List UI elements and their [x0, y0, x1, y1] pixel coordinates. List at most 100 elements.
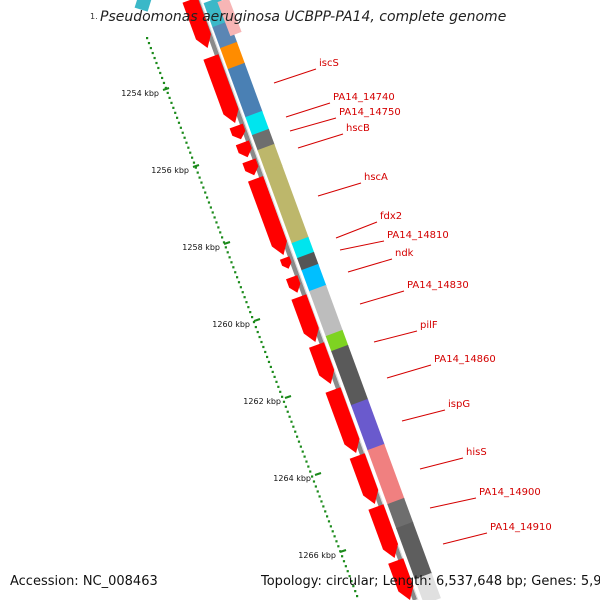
scale-dot	[279, 390, 282, 393]
scale-tick	[192, 164, 200, 168]
gene-label: PA14_14900	[479, 487, 541, 498]
scale-dot	[348, 575, 351, 578]
scale-dot	[296, 435, 299, 438]
scale-dot	[151, 51, 154, 55]
scale-dot	[258, 335, 261, 339]
scale-dot	[237, 281, 241, 284]
scale-dot	[159, 71, 162, 75]
scale-dot	[352, 585, 355, 588]
scale-dot	[252, 320, 256, 324]
gene-label: PA14_14750	[339, 107, 401, 118]
scale-dot	[290, 420, 293, 423]
scale-dot	[166, 91, 169, 95]
scale-dot	[307, 465, 310, 468]
scale-dot	[221, 236, 224, 239]
scale-dot	[281, 395, 284, 398]
scale-label: 1258 kbp	[182, 243, 220, 252]
scale-dot	[209, 206, 212, 209]
scale-dot	[147, 41, 151, 45]
cog-segment	[367, 443, 405, 506]
scale-dot	[239, 286, 242, 289]
scale-dot	[168, 96, 171, 99]
scale-dot	[350, 580, 353, 583]
scale-dot	[312, 480, 316, 483]
scale-dot	[299, 445, 302, 448]
gene-label: PA14_14910	[490, 522, 552, 533]
scale-dot	[251, 316, 254, 319]
gene-arrow	[235, 140, 252, 158]
scale-dot	[262, 345, 265, 349]
scale-dot	[305, 460, 308, 463]
scale-dot	[324, 510, 327, 513]
scale-dot	[222, 241, 226, 244]
label-leader-line	[386, 364, 432, 379]
cog-segment	[331, 344, 369, 407]
scale-ruler: 1254 kbp 1256 kbp 1258 kbp 1260 kbp 1262 kbp…	[121, 37, 359, 598]
cog-segment	[414, 572, 441, 600]
gene-arrow	[309, 342, 335, 384]
scale-dot	[346, 570, 349, 573]
scale-dot	[282, 400, 286, 403]
scale-dot	[329, 525, 332, 528]
scale-dot	[333, 535, 336, 538]
cog-segment	[301, 263, 327, 293]
gene-label: ndk	[395, 248, 414, 259]
scale-dot	[356, 595, 359, 598]
label-leader-line	[317, 182, 362, 197]
scale-dot	[157, 66, 160, 70]
gene-arrow	[291, 294, 319, 342]
scale-dot	[236, 276, 239, 279]
cog-segment	[220, 41, 246, 71]
cog-segment	[387, 497, 414, 530]
scale-dot	[170, 101, 173, 104]
scale-dot	[294, 430, 297, 433]
partial-scale-label: 1.	[90, 12, 98, 21]
scale-label: 1264 kbp	[273, 474, 311, 483]
scale-dot	[344, 565, 347, 568]
gene-arrow	[286, 275, 301, 293]
scale-label: 1256 kbp	[151, 166, 189, 175]
scale-dot	[331, 530, 334, 533]
scale-dot	[228, 256, 231, 259]
scale-dot	[191, 156, 194, 159]
scale-label: 1262 kbp	[243, 397, 281, 406]
scale-dot	[301, 450, 304, 453]
scale-label: 1254 kbp	[121, 89, 159, 98]
scale-dot	[354, 590, 357, 593]
gene-arrow	[349, 453, 379, 504]
gene-label: PA14_14740	[333, 92, 395, 103]
cog-segment	[257, 143, 283, 173]
scale-dot	[174, 111, 177, 114]
scale-dot	[247, 306, 250, 309]
cog-segment	[396, 521, 433, 581]
scale-dot	[232, 266, 235, 269]
scale-label: 1266 kbp	[298, 551, 336, 560]
scale-dot	[207, 201, 211, 204]
scale-dot	[297, 440, 301, 443]
cog-segment	[351, 398, 385, 452]
cog-segment	[291, 236, 315, 260]
scale-dot	[254, 325, 257, 329]
gene-arrow-faded	[217, 0, 242, 37]
scale-dot	[243, 296, 246, 299]
scale-dot	[249, 311, 252, 314]
gene-arrow	[388, 558, 414, 600]
scale-dot	[226, 251, 229, 254]
scale-dot	[260, 340, 263, 344]
scale-dot	[200, 181, 203, 184]
cog-segment	[325, 329, 349, 353]
cog-segment	[252, 128, 275, 152]
scale-dot	[153, 56, 156, 60]
scale-dot	[172, 106, 175, 109]
scale-dot	[192, 161, 196, 164]
gene-arrow	[368, 504, 398, 558]
label-leader-line	[339, 240, 385, 251]
scale-dot	[314, 485, 317, 488]
label-leader-line	[429, 497, 477, 509]
scale-dot	[277, 385, 280, 388]
accession-label: Accession: NC_008463	[10, 574, 158, 589]
scale-dot	[181, 131, 184, 134]
gene-label: hisS	[466, 447, 487, 458]
scale-dot	[146, 37, 149, 40]
